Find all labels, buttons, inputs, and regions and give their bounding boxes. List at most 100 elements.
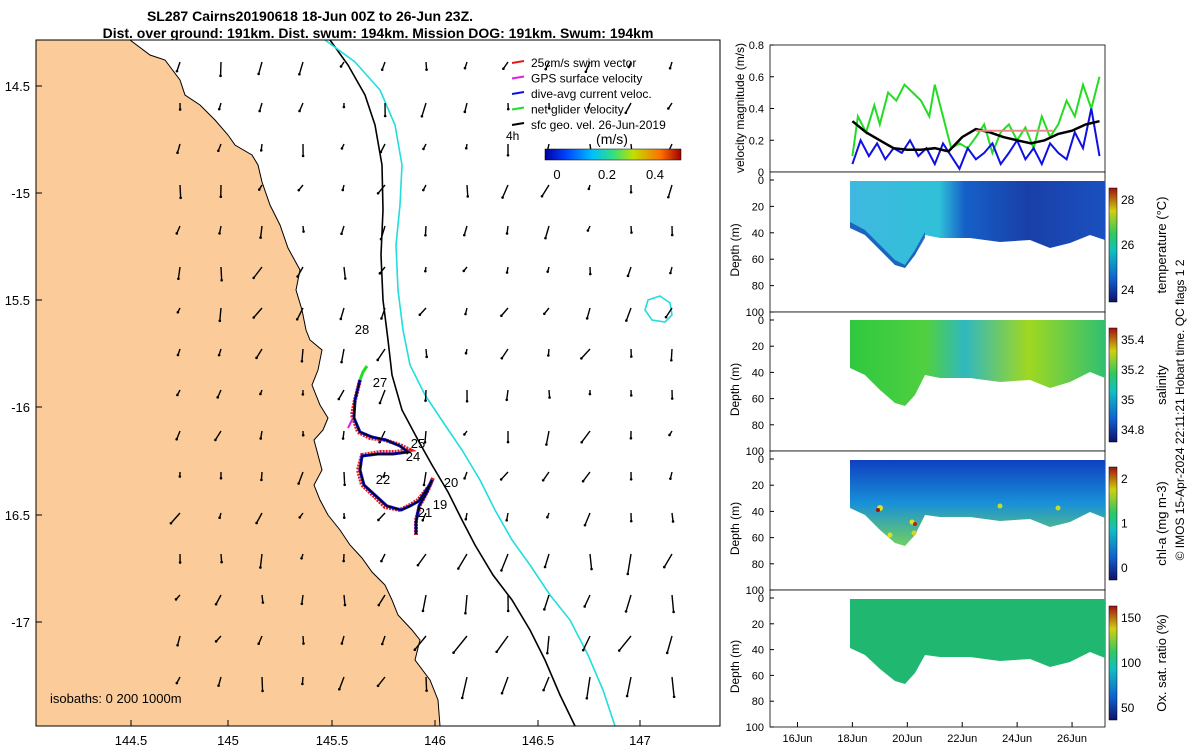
velocity-arrow-head — [589, 393, 592, 396]
velocity-arrow-head — [259, 236, 262, 239]
velocity-arrow-head — [507, 610, 510, 613]
velocity-arrow-head — [218, 516, 221, 519]
depth-tick: 20 — [752, 341, 764, 353]
isobaths-label: isobaths: 0 200 1000m — [50, 691, 182, 706]
lat-tick-label: -17 — [11, 615, 30, 630]
depth-tick: 0 — [758, 175, 764, 187]
velocity-arrow-head — [215, 603, 218, 606]
velocity-arrow-head — [673, 695, 676, 698]
velocity-arrow-head — [466, 195, 469, 198]
velocity-arrow-head — [344, 277, 347, 280]
velocity-arrow-head — [466, 400, 469, 403]
velocity-arrow-head — [465, 518, 468, 521]
velocity-arrow-head — [258, 188, 261, 191]
legend-label: dive-avg current veloc. — [531, 87, 652, 101]
velocity-arrow-head — [422, 189, 425, 192]
velocity-arrow-head — [301, 683, 304, 686]
profile-ylabel: Depth (m) — [728, 223, 742, 276]
velocity-arrow-head — [618, 649, 621, 652]
lon-tick-label: 146.5 — [522, 733, 555, 748]
velocity-arrow-head — [298, 110, 301, 113]
velocity-y-tick: 0.2 — [749, 135, 764, 147]
velocity-arrow-head — [464, 111, 467, 114]
profile-colorbar — [1109, 606, 1117, 720]
velocity-arrow-head — [218, 232, 221, 235]
depth-tick: 60 — [752, 670, 764, 682]
velocity-arrow-head — [505, 398, 508, 401]
velocity-arrow-head — [501, 196, 504, 199]
velocity-arrow-head — [176, 682, 179, 685]
velocity-arrow-head — [377, 604, 380, 607]
velocity-arrow-head — [501, 357, 504, 360]
depth-tick: 60 — [752, 394, 764, 406]
legend-label: GPS surface velocity — [531, 72, 642, 86]
salinity-panel — [770, 312, 1105, 451]
velocity-arrow-head — [502, 67, 505, 70]
depth-tick: 40 — [752, 506, 764, 518]
velocity-arrow-head — [630, 355, 633, 358]
velocity-arrow-head — [506, 232, 509, 235]
velocity-arrow-head — [626, 695, 629, 698]
depth-tick: 100 — [746, 722, 764, 734]
velocity-ylabel: velocity magnitude (m/s) — [733, 43, 747, 173]
lon-tick-label: 145 — [217, 733, 239, 748]
velocity-arrow-head — [301, 603, 304, 606]
profile-ylabel: Depth (m) — [728, 363, 742, 416]
velocity-arrow-head — [296, 275, 299, 278]
velocity-arrow-head — [625, 610, 628, 613]
depth-tick: 40 — [752, 645, 764, 657]
velocity-arrow-head — [262, 601, 265, 604]
velocity-arrow-head — [297, 189, 300, 192]
depth-tick: 20 — [752, 619, 764, 631]
velocity-arrow-head — [582, 649, 585, 652]
velocity-arrow-head — [302, 230, 305, 233]
velocity-arrow-head — [179, 475, 182, 478]
velocity-arrow-head — [170, 522, 173, 525]
velocity-arrow-head — [588, 188, 591, 191]
velocity-arrow-head — [220, 477, 223, 480]
velocity-arrow-head — [343, 106, 346, 109]
velocity-arrow — [425, 226, 426, 235]
velocity-arrow-head — [668, 434, 671, 437]
velocity-arrow-head — [548, 396, 551, 399]
velocity-arrow — [221, 267, 222, 280]
velocity-y-tick: 0.8 — [749, 40, 764, 52]
velocity-arrow-head — [587, 229, 590, 232]
colorbar-label: temperature (°C) — [1154, 197, 1169, 294]
legend-label: 25cm/s swim vector — [531, 56, 636, 70]
colorbar-label: salinity — [1154, 365, 1169, 405]
velocity-arrow-head — [302, 642, 305, 645]
velocity-arrow-head — [624, 111, 627, 114]
velocity-arrow-head — [546, 270, 549, 273]
velocity-arrow-head — [220, 279, 223, 282]
velocity-arrow-head — [462, 270, 465, 273]
velocity-arrow-head — [501, 692, 504, 695]
velocity-arrow-head — [302, 434, 305, 437]
velocity-arrow-head — [179, 108, 182, 111]
velocity-panel: 00.20.40.60.8 velocity magnitude (m/s) — [733, 40, 1105, 179]
velocity-arrow-head — [630, 520, 633, 523]
velocity-arrow — [262, 677, 263, 691]
velocity-arrow-head — [546, 652, 549, 655]
velocity-arrow-head — [457, 567, 460, 570]
colorbar-tick-label: 0.2 — [598, 167, 616, 182]
depth-tick: 60 — [752, 533, 764, 545]
lat-tick-label: -15 — [11, 186, 30, 201]
velocity-arrow-head — [255, 357, 258, 360]
velocity-arrow-head — [177, 311, 180, 314]
colorbar-tick: 0 — [1121, 561, 1128, 575]
depth-tick: 0 — [758, 454, 764, 466]
velocity-arrow-head — [302, 155, 305, 158]
velocity-arrow-head — [340, 232, 343, 235]
velocity-arrow-head — [384, 115, 387, 118]
velocity-arrow-head — [338, 688, 341, 691]
figure-title-line2: Dist. over ground: 191km. Dist. swum: 19… — [103, 25, 654, 41]
colorbar-tick-label: 0.4 — [646, 167, 664, 182]
velocity-arrow-head — [672, 611, 675, 614]
lat-tick-label: -16 — [11, 400, 30, 415]
velocity-arrow-head — [672, 520, 675, 523]
velocity-arrow-head — [425, 68, 428, 71]
colorbar-tick: 100 — [1121, 656, 1141, 670]
colorbar-tick: 28 — [1121, 193, 1135, 207]
